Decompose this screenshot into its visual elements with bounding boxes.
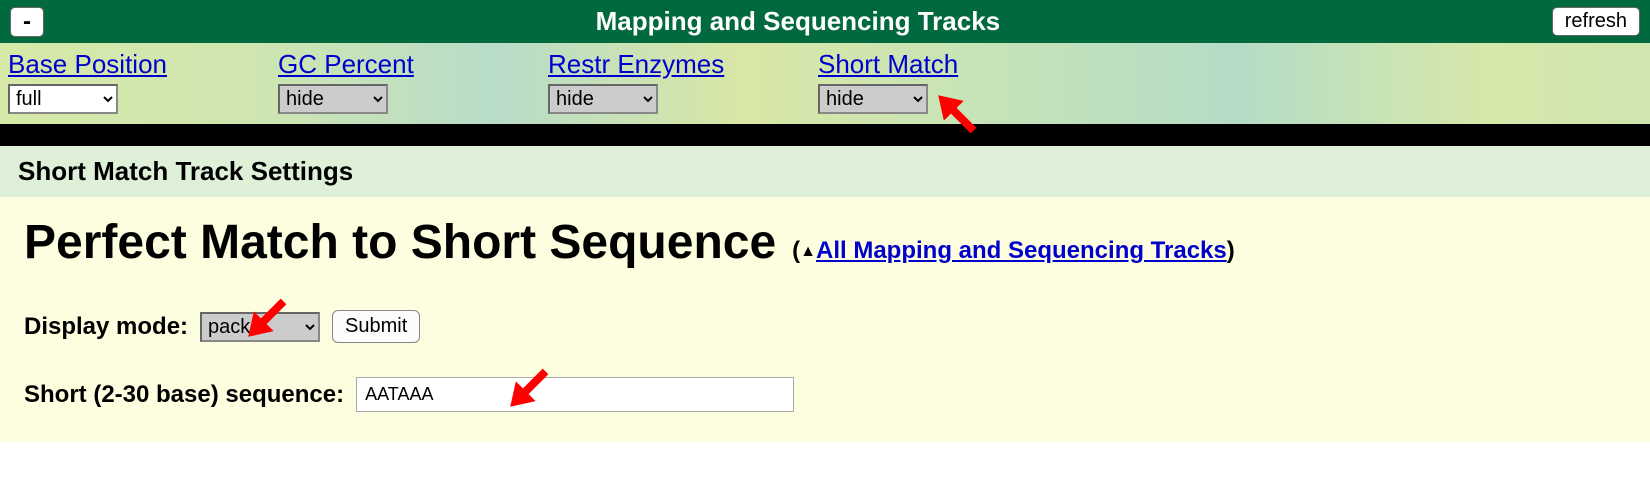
submit-button[interactable]: Submit: [332, 310, 420, 343]
all-tracks-paren: (▲All Mapping and Sequencing Tracks): [792, 237, 1235, 265]
refresh-button[interactable]: refresh: [1552, 7, 1640, 36]
sequence-input[interactable]: [356, 377, 794, 412]
track-row: Base Position full GC Percent hide Restr…: [0, 43, 1650, 124]
display-mode-label: Display mode:: [24, 313, 188, 341]
triangle-icon: ▲: [800, 243, 816, 260]
track-col-gc-percent: GC Percent hide: [278, 49, 548, 114]
track-col-restr-enzymes: Restr Enzymes hide: [548, 49, 818, 114]
settings-band-title: Short Match Track Settings: [0, 146, 1650, 197]
header-bar: - Mapping and Sequencing Tracks refresh: [0, 0, 1650, 43]
track-col-short-match: Short Match hide: [818, 49, 1088, 114]
header-title: Mapping and Sequencing Tracks: [44, 6, 1552, 37]
track-select-short-match[interactable]: hide: [818, 84, 928, 114]
display-mode-select[interactable]: pack: [200, 312, 320, 342]
all-tracks-link[interactable]: All Mapping and Sequencing Tracks: [816, 237, 1227, 264]
page-title: Perfect Match to Short Sequence: [24, 215, 776, 270]
paren-open: (: [792, 237, 800, 264]
track-select-restr-enzymes[interactable]: hide: [548, 84, 658, 114]
content-panel: Perfect Match to Short Sequence (▲All Ma…: [0, 197, 1650, 442]
paren-close: ): [1227, 237, 1235, 264]
collapse-button[interactable]: -: [10, 7, 44, 37]
track-select-base-position[interactable]: full: [8, 84, 118, 114]
track-link-gc-percent[interactable]: GC Percent: [278, 49, 548, 80]
sequence-label: Short (2-30 base) sequence:: [24, 381, 344, 409]
track-link-restr-enzymes[interactable]: Restr Enzymes: [548, 49, 818, 80]
track-col-base-position: Base Position full: [8, 49, 278, 114]
track-link-short-match[interactable]: Short Match: [818, 49, 1088, 80]
track-select-gc-percent[interactable]: hide: [278, 84, 388, 114]
track-link-base-position[interactable]: Base Position: [8, 49, 278, 80]
divider-bar: [0, 124, 1650, 146]
